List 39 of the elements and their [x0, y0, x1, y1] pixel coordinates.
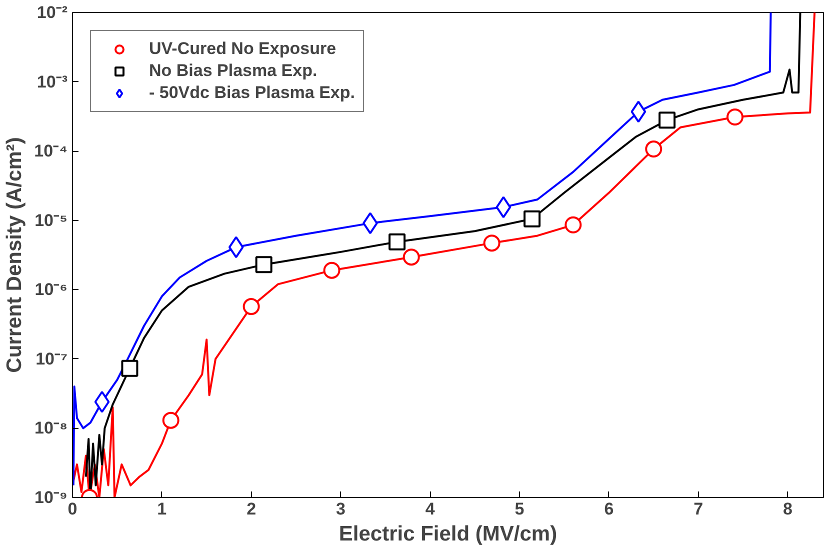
x-tick-label: 4	[425, 500, 436, 518]
y-tick-label: 10⁻⁸	[34, 418, 68, 438]
point	[94, 390, 110, 413]
point	[658, 112, 676, 129]
point	[255, 256, 272, 274]
y-axis-title: Current Density (A/cm²)	[3, 137, 26, 373]
point	[645, 140, 662, 158]
y-tick-label: 10⁻⁴	[34, 142, 68, 161]
point	[726, 108, 744, 126]
x-tick-label: 2	[246, 500, 256, 518]
y-tick-label: 10⁻³	[36, 72, 68, 92]
point	[402, 248, 420, 266]
y-tick-label: 10⁻²	[36, 3, 68, 22]
point	[228, 236, 244, 258]
x-tick-label: 0	[68, 500, 78, 518]
y-tick-label: 10⁻⁷	[36, 349, 68, 368]
x-tick-label: 5	[514, 500, 524, 518]
point	[242, 298, 260, 316]
point	[388, 233, 406, 250]
point	[564, 216, 582, 234]
point	[630, 100, 646, 123]
y-tick-label: 10⁻⁹	[34, 488, 68, 507]
point	[121, 360, 138, 377]
legend-label: UV-Cured No Exposure	[149, 39, 336, 59]
point	[162, 412, 180, 429]
point	[323, 262, 340, 279]
legend-label: No Bias Plasma Exp.	[149, 61, 318, 81]
x-tick-label: 6	[604, 500, 614, 518]
x-tick-label: 7	[694, 500, 704, 518]
point	[483, 234, 500, 252]
x-tick-label: 8	[783, 500, 792, 518]
point	[496, 196, 512, 218]
point	[524, 210, 541, 228]
y-tick-label: 10⁻⁶	[34, 280, 68, 300]
y-tick-label: 10⁻⁵	[34, 210, 68, 230]
x-axis-title: Electric Field (MV/cm)	[338, 522, 558, 546]
legend-label: - 50Vdc Bias Plasma Exp.	[149, 83, 355, 103]
x-tick-label: 3	[336, 500, 346, 518]
x-tick-label: 1	[157, 500, 167, 518]
